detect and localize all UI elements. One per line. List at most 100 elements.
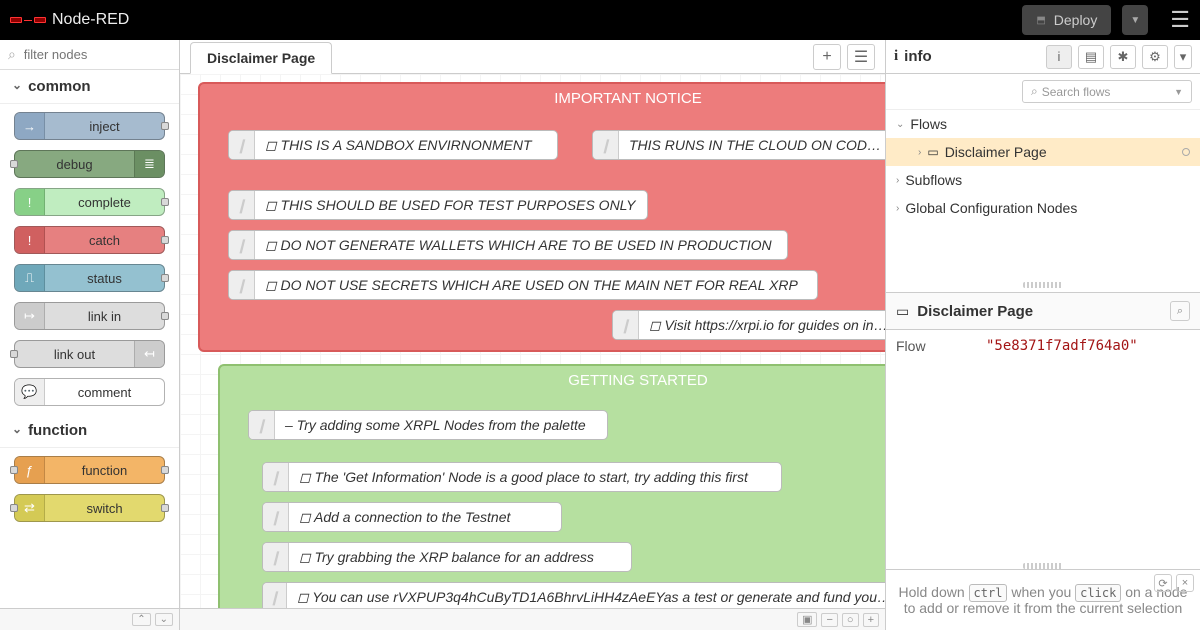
list-tabs-button[interactable]: ☰ xyxy=(847,44,875,70)
palette-node-link-out[interactable]: link out↤ xyxy=(14,340,165,368)
tip-close-button[interactable]: × xyxy=(1176,574,1194,592)
flow-icon: ▭ xyxy=(896,303,909,320)
palette-node-status[interactable]: ⎍status xyxy=(14,264,165,292)
logo-icon xyxy=(10,17,46,23)
debug-icon: ≣ xyxy=(134,151,164,177)
sidebar-more-button[interactable]: ▾ xyxy=(1174,45,1192,69)
palette-node-link-in[interactable]: ↦link in xyxy=(14,302,165,330)
sidebar-tip: ⟳ × Hold down ctrl when you click on a n… xyxy=(886,569,1200,630)
deploy-button[interactable]: ⬒ Deploy xyxy=(1022,5,1111,35)
sidebar-debug-button[interactable]: ✱ xyxy=(1110,45,1136,69)
comment-icon: ❙ xyxy=(263,463,289,491)
comment-node[interactable]: ❙◻ Visit https://xrpi.io for guides on i… xyxy=(612,310,885,340)
comment-icon: ❙ xyxy=(229,131,255,159)
comment-node[interactable]: ❙◻ You can use rVXPUP3q4hCuByTD1A6BhrvLi… xyxy=(262,582,885,608)
zoom-in-button[interactable]: + xyxy=(863,613,879,627)
group[interactable]: IMPORTANT NOTICE ❙◻ THIS IS A SANDBOX ENV… xyxy=(198,82,885,352)
canvas[interactable]: IMPORTANT NOTICE ❙◻ THIS IS A SANDBOX ENV… xyxy=(180,74,885,608)
link-out-icon: ↤ xyxy=(134,341,164,367)
palette-node-switch[interactable]: ⇄switch xyxy=(14,494,165,522)
palette-node-catch[interactable]: !catch xyxy=(14,226,165,254)
comment-icon: ❙ xyxy=(593,131,619,159)
comment-node[interactable]: ❙◻ Add a connection to the Testnet xyxy=(262,502,562,532)
comment-icon: ❙ xyxy=(613,311,639,339)
tree-subflows[interactable]: › Subflows xyxy=(886,166,1200,194)
sidebar: i info i ▤ ✱ ⚙ ▾ ⌕ Search flows ▼ ⌄ Flow… xyxy=(885,40,1200,630)
palette-collapse-button[interactable]: ⌃ xyxy=(132,613,150,626)
palette-node-debug[interactable]: debug≣ xyxy=(14,150,165,178)
add-tab-button[interactable]: + xyxy=(813,44,841,70)
tab-disclaimer[interactable]: Disclaimer Page xyxy=(190,42,332,74)
comment-icon: 💬 xyxy=(15,379,45,405)
palette-expand-button[interactable]: ⌄ xyxy=(155,613,173,626)
sidebar-info-button[interactable]: i xyxy=(1046,45,1072,69)
palette-category-header[interactable]: common xyxy=(0,70,179,104)
deploy-dropdown[interactable]: ▼ xyxy=(1122,5,1148,35)
deploy-icon: ⬒ xyxy=(1036,15,1045,26)
comment-icon: ❙ xyxy=(229,231,255,259)
sidebar-tree: ⌄ Flows › ▭ Disclaimer Page › Subflows ›… xyxy=(886,109,1200,222)
detail-flow-id: Flow "5e8371f7adf764a0" xyxy=(886,330,1200,362)
deploy-label: Deploy xyxy=(1054,12,1098,28)
comment-node[interactable]: ❙◻ Try grabbing the XRP balance for an a… xyxy=(262,542,632,572)
comment-node[interactable]: ❙◻ THIS IS A SANDBOX ENVIRNONMENT xyxy=(228,130,558,160)
menu-button[interactable]: ☰ xyxy=(1170,7,1190,33)
palette: ⌕ common →inject debug≣ !complete !catch ⎍sta… xyxy=(0,40,180,630)
sidebar-title: i info xyxy=(894,48,1040,65)
tree-globals[interactable]: › Global Configuration Nodes xyxy=(886,194,1200,222)
comment-node[interactable]: ❙◻ The 'Get Information' Node is a good … xyxy=(262,462,782,492)
palette-node-complete[interactable]: !complete xyxy=(14,188,165,216)
comment-node[interactable]: ❙– Try adding some XRPL Nodes from the p… xyxy=(248,410,608,440)
sidebar-header: i info i ▤ ✱ ⚙ ▾ xyxy=(886,40,1200,74)
group-title: GETTING STARTED xyxy=(220,372,885,389)
sidebar-config-button[interactable]: ⚙ xyxy=(1142,45,1168,69)
comment-node[interactable]: ❙THIS RUNS IN THE CLOUD ON COD… xyxy=(592,130,885,160)
search-icon: ⌕ xyxy=(1031,84,1038,99)
info-icon: i xyxy=(894,48,898,65)
nav-button[interactable]: ▣ xyxy=(797,612,817,627)
catch-icon: ! xyxy=(15,227,45,253)
comment-icon: ❙ xyxy=(229,191,255,219)
sidebar-help-button[interactable]: ▤ xyxy=(1078,45,1104,69)
palette-node-comment[interactable]: 💬comment xyxy=(14,378,165,406)
workspace-tabs: Disclaimer Page + ☰ xyxy=(180,40,885,74)
palette-category-header[interactable]: function xyxy=(0,414,179,448)
workspace: Disclaimer Page + ☰ IMPORTANT NOTICE ❙◻ T… xyxy=(180,40,885,630)
comment-icon: ❙ xyxy=(229,271,255,299)
palette-footer: ⌃ ⌄ xyxy=(0,608,179,630)
inject-icon: → xyxy=(15,113,45,139)
comment-node[interactable]: ❙◻ THIS SHOULD BE USED FOR TEST PURPOSES… xyxy=(228,190,648,220)
zoom-reset-button[interactable]: ○ xyxy=(842,613,859,627)
group[interactable]: GETTING STARTED ❙– Try adding some XRPL N… xyxy=(218,364,885,608)
zoom-out-button[interactable]: − xyxy=(821,613,837,627)
chevron-down-icon: ⌄ xyxy=(896,119,904,130)
palette-filter-input[interactable] xyxy=(24,47,167,62)
top-bar: Node-RED ⬒ Deploy ▼ ☰ xyxy=(0,0,1200,40)
search-icon: ⌕ xyxy=(8,46,16,62)
comment-icon: ❙ xyxy=(249,411,275,439)
resize-grip[interactable] xyxy=(1023,282,1063,288)
flow-icon: ▭ xyxy=(927,145,938,159)
sidebar-detail-header: ▭ Disclaimer Page ⌕ xyxy=(886,292,1200,330)
function-icon: ƒ xyxy=(15,457,45,483)
tree-flows[interactable]: ⌄ Flows xyxy=(886,110,1200,138)
palette-node-inject[interactable]: →inject xyxy=(14,112,165,140)
sidebar-search[interactable]: ⌕ Search flows ▼ xyxy=(1022,80,1192,103)
comment-icon: ❙ xyxy=(263,583,287,608)
comment-icon: ❙ xyxy=(263,543,289,571)
chevron-right-icon: › xyxy=(896,203,899,214)
app-name: Node-RED xyxy=(52,11,129,29)
tip-refresh-button[interactable]: ⟳ xyxy=(1154,574,1172,592)
status-dot xyxy=(1182,148,1190,156)
palette-node-function[interactable]: ƒfunction xyxy=(14,456,165,484)
status-icon: ⎍ xyxy=(15,265,45,291)
comment-node[interactable]: ❙◻ DO NOT USE SECRETS WHICH ARE USED ON … xyxy=(228,270,818,300)
tree-flow-item[interactable]: › ▭ Disclaimer Page xyxy=(886,138,1200,166)
group-title: IMPORTANT NOTICE xyxy=(200,90,885,107)
comment-icon: ❙ xyxy=(263,503,289,531)
comment-node[interactable]: ❙◻ DO NOT GENERATE WALLETS WHICH ARE TO … xyxy=(228,230,788,260)
detail-search-button[interactable]: ⌕ xyxy=(1170,301,1190,321)
chevron-down-icon: ▼ xyxy=(1174,87,1183,97)
palette-body: common →inject debug≣ !complete !catch ⎍statu… xyxy=(0,70,179,608)
link-in-icon: ↦ xyxy=(15,303,45,329)
